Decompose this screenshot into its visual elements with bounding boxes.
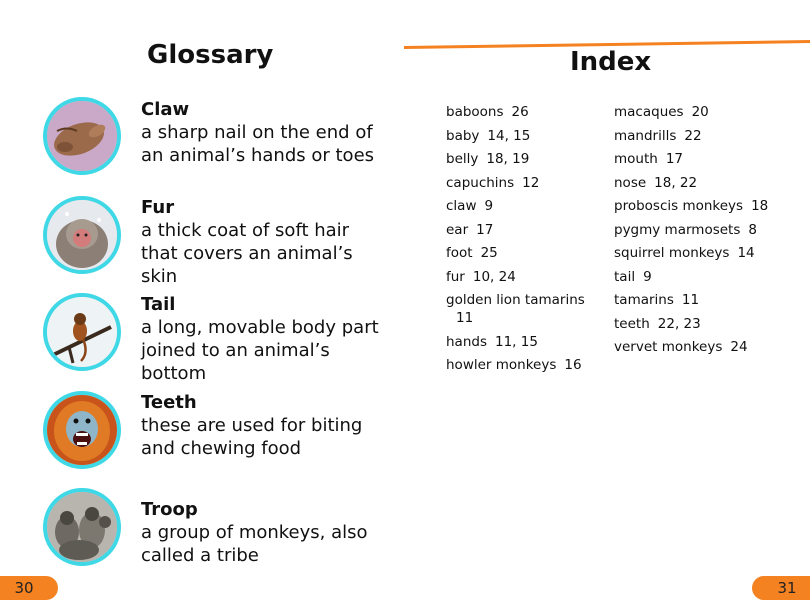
index-entry: baby 14, 15 [446,128,606,144]
index-entry: nose 18, 22 [614,175,804,191]
index-term: pygmy marmosets [614,221,741,238]
index-pages: 18 [751,198,769,214]
index-column-right: macaques 20 mandrills 22 mouth 17 nose 18, 2… [614,104,804,363]
glossary-definition: a thick coat of soft hair that covers an… [141,220,353,287]
index-entry: foot 25 [446,245,606,261]
index-term: capuchins [446,174,515,191]
index-term: howler monkeys [446,357,557,373]
index-pages: 10, 24 [472,268,516,285]
monkey-troop-photo [43,488,121,566]
index-pages: 17 [665,151,684,167]
snub-nosed-monkey-teeth-photo [43,391,121,469]
monkey-on-branch-photo [43,293,121,371]
index-pages: 22, 23 [657,315,701,332]
index-pages: 11, 15 [495,333,538,350]
index-pages: 26 [511,104,529,120]
index-entry: ear 17 [446,222,606,238]
glossary-term: Fur [141,197,175,218]
index-term: tamarins [614,292,674,308]
glossary-definition: these are used for biting and chewing fo… [141,415,363,459]
index-entry: tail 9 [614,269,804,285]
index-entry: howler monkeys 16 [446,357,606,373]
index-pages: 16 [564,357,582,373]
index-entry: claw 9 [446,198,606,214]
index-entry: fur 10, 24 [446,269,606,285]
index-term: ear [446,221,469,238]
index-entry: vervet monkeys 24 [614,339,804,355]
index-term: mandrills [614,127,677,144]
glossary-term: Teeth [141,392,197,413]
index-term: claw [446,198,477,214]
index-term: vervet monkeys [614,339,723,355]
index-pages: 24 [730,339,748,355]
glossary-definition: a long, movable body part joined to an a… [141,317,379,384]
index-pages: 17 [476,221,494,238]
index-entry: tamarins 11 [614,292,804,308]
index-term: tail [614,268,636,285]
index-pages: 11 [456,310,474,326]
index-pages: 22 [684,127,702,144]
index-entry: mandrills 22 [614,128,804,144]
index-pages: 25 [480,245,498,261]
index-pages: 14, 15 [487,127,531,144]
index-pages: 20 [691,104,709,120]
index-entry: teeth 22, 23 [614,316,804,332]
index-term: macaques [614,104,684,120]
index-pages: 12 [522,174,540,191]
monkey-claw-photo [43,97,121,175]
index-entry: belly 18, 19 [446,151,606,167]
page-number-left: 30 [0,576,58,600]
index-pages: 14 [737,245,755,261]
index-entry: squirrel monkeys 14 [614,245,804,261]
index-entry: mouth 17 [614,151,804,167]
index-pages: 8 [748,221,757,238]
index-entry: hands 11, 15 [446,334,606,350]
index-term: proboscis monkeys [614,198,744,214]
index-entry: baboons 26 [446,104,606,120]
glossary-term: Tail [141,294,176,315]
index-title: Index [570,47,652,77]
index-term: baboons [446,104,504,120]
index-term: mouth [614,151,658,167]
index-entry: pygmy marmosets 8 [614,222,804,238]
index-entry: golden lion tamarins 11 [446,292,606,326]
glossary-definition: a sharp nail on the end of an animal’s h… [141,122,375,166]
index-term: teeth [614,315,650,332]
index-pages: 9 [643,268,652,285]
index-column-left: baboons 26 baby 14, 15 belly 18, 19 capuchi… [446,104,606,381]
index-pages: 9 [484,198,494,214]
glossary-definition: a group of monkeys, also called a tribe [141,522,368,566]
index-term: nose [614,174,647,191]
index-term: belly [446,151,479,167]
index-entry: capuchins 12 [446,175,606,191]
index-term: fur [446,268,465,285]
snow-monkey-photo [43,196,121,274]
index-pages: 18, 22 [654,174,698,191]
index-entry: macaques 20 [614,104,804,120]
index-term: hands [446,333,487,350]
index-term: foot [446,245,473,261]
index-pages: 18, 19 [486,151,530,167]
index-pages: 11 [681,292,700,308]
index-term: squirrel monkeys [614,245,730,261]
index-entry: proboscis monkeys 18 [614,198,804,214]
glossary-term: Claw [141,99,190,120]
orange-accent-stripe [404,40,810,49]
glossary-term: Troop [141,499,198,520]
page-number-right: 31 [752,576,810,600]
glossary-title: Glossary [147,40,274,70]
index-term: baby [446,127,480,144]
index-term: golden lion tamarins [446,292,585,308]
